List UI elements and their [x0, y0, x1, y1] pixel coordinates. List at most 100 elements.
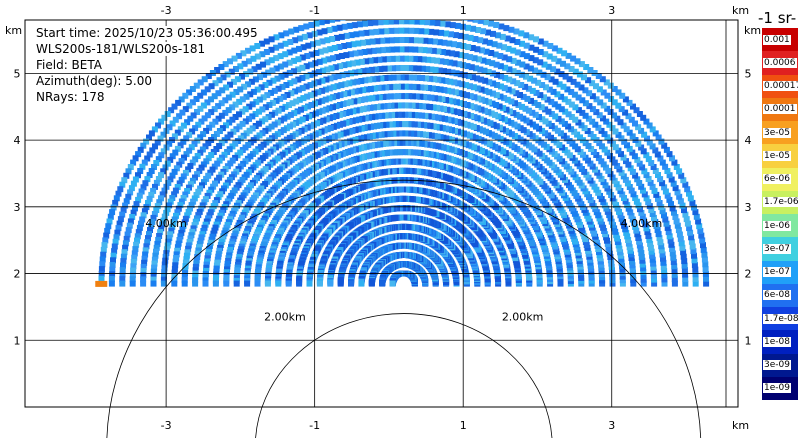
data-cell: [411, 74, 417, 81]
data-cell: [519, 61, 526, 68]
data-cell: [447, 78, 454, 85]
data-cell: [291, 47, 298, 54]
data-cell: [196, 244, 202, 251]
data-cell: [552, 78, 559, 85]
data-cell: [482, 20, 489, 26]
data-cell: [270, 77, 277, 84]
data-cell: [407, 46, 414, 53]
data-cell: [513, 90, 520, 97]
data-cell: [672, 214, 679, 220]
data-cell: [103, 232, 110, 239]
data-cell: [671, 280, 678, 287]
data-cell: [477, 116, 484, 123]
data-layer: [95, 9, 710, 291]
data-cell: [111, 243, 118, 250]
data-cell: [640, 114, 647, 121]
data-cell: [582, 112, 589, 119]
data-cell: [693, 213, 700, 220]
data-cell: [641, 131, 648, 138]
data-cell: [494, 71, 500, 78]
data-cell: [343, 119, 350, 126]
data-cell: [282, 40, 289, 47]
data-cell: [615, 131, 622, 138]
data-cell: [579, 97, 586, 104]
data-cell: [240, 50, 247, 57]
data-cell: [171, 191, 178, 198]
data-cell: [603, 118, 610, 125]
data-cell: [293, 26, 300, 33]
data-cell: [619, 273, 626, 280]
data-cell: [523, 129, 530, 136]
data-cell: [377, 10, 383, 16]
data-cell: [414, 9, 420, 15]
data-cell: [481, 117, 488, 124]
data-cell: [636, 238, 643, 245]
data-cell: [184, 212, 191, 219]
data-cell: [186, 184, 192, 191]
data-cell: [669, 155, 675, 162]
data-cell: [683, 216, 690, 223]
data-cell: [582, 87, 589, 94]
data-cell: [415, 112, 422, 119]
data-cell: [178, 176, 185, 183]
data-cell: [337, 102, 343, 108]
data-cell: [180, 222, 187, 229]
data-cell: [432, 66, 439, 73]
data-cell: [149, 218, 156, 225]
data-cell: [462, 33, 469, 40]
data-cell: [482, 38, 488, 45]
data-cell: [246, 58, 252, 65]
data-cell: [632, 223, 639, 230]
data-cell: [622, 226, 629, 233]
data-cell: [204, 192, 211, 199]
data-cell: [388, 102, 395, 109]
data-cell: [354, 97, 361, 104]
data-cell: [703, 275, 709, 282]
data-cell: [298, 25, 305, 32]
data-cell: [148, 191, 155, 198]
data-cell: [287, 39, 294, 45]
data-cell: [132, 205, 138, 212]
data-cell: [393, 20, 399, 25]
data-cell: [532, 111, 539, 118]
data-cell: [485, 109, 492, 116]
data-cell: [628, 116, 635, 123]
data-cell: [197, 237, 204, 244]
data-cell: [618, 215, 625, 222]
data-cell: [232, 101, 239, 108]
data-cell: [389, 112, 396, 119]
data-cell: [159, 191, 166, 198]
data-cell: [204, 99, 211, 106]
data-cell: [271, 121, 278, 128]
data-cell: [307, 123, 314, 130]
data-cell: [144, 176, 151, 183]
data-cell: [146, 195, 153, 202]
data-cell: [364, 105, 370, 112]
data-cell: [121, 249, 128, 256]
data-cell: [497, 63, 504, 70]
data-cell: [436, 67, 443, 74]
data-cell: [416, 56, 423, 63]
data-cell: [661, 212, 667, 219]
data-cell: [398, 93, 405, 100]
data-cell: [162, 253, 169, 260]
data-cell: [142, 251, 149, 258]
data-cell: [639, 164, 646, 171]
data-cell: [179, 109, 186, 116]
data-cell: [112, 238, 119, 245]
data-cell: [255, 63, 262, 70]
data-cell: [602, 182, 609, 189]
data-cell: [435, 95, 442, 102]
data-cell: [494, 82, 501, 88]
data-cell: [286, 102, 292, 108]
data-cell: [173, 251, 180, 258]
data-cell: [661, 276, 668, 283]
data-cell: [439, 96, 446, 103]
data-cell: [649, 256, 656, 263]
data-cell: [671, 276, 678, 283]
data-cell: [184, 249, 191, 256]
data-cell: [140, 184, 147, 191]
data-cell: [307, 92, 314, 99]
data-cell: [266, 102, 273, 108]
data-cell: [357, 49, 363, 56]
